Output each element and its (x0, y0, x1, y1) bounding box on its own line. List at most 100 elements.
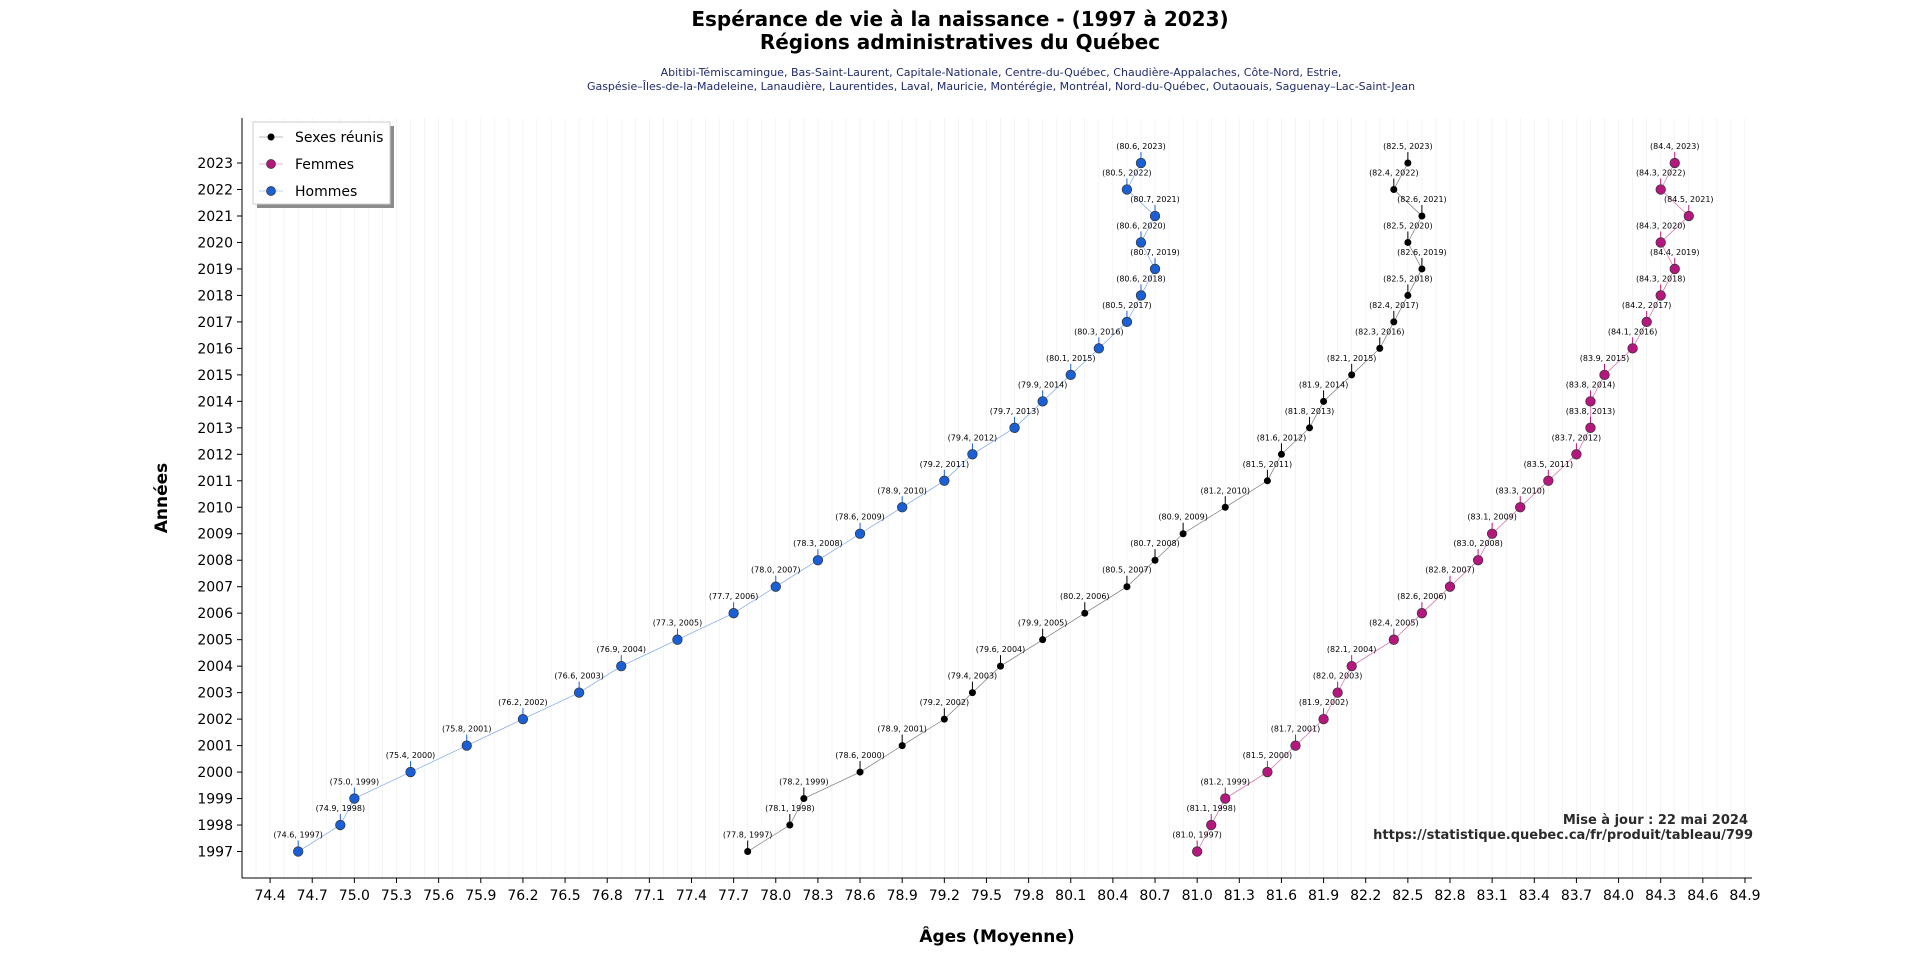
data-point (1135, 237, 1147, 248)
point-label: (75.4, 2000) (386, 751, 436, 760)
data-point (1149, 210, 1161, 222)
x-tick-label: 82.5 (1392, 888, 1423, 904)
data-point (1037, 396, 1048, 407)
data-point (1009, 422, 1020, 433)
point-label: (74.6, 1997) (273, 831, 323, 840)
point-label: (81.5, 2000) (1243, 751, 1293, 760)
y-tick-label: 1997 (197, 845, 233, 861)
point-label: (79.4, 2003) (948, 672, 998, 681)
point-label: (76.6, 2003) (554, 672, 604, 681)
y-tick-label: 2002 (197, 712, 233, 728)
point-label: (78.2, 1999) (779, 778, 829, 787)
point-label: (79.2, 2002) (920, 698, 970, 707)
point-label: (83.5, 2011) (1524, 460, 1574, 469)
point-label: (81.2, 2010) (1201, 486, 1251, 495)
data-point (1655, 184, 1666, 195)
y-tick-label: 2008 (197, 553, 233, 569)
point-label: (84.3, 2022) (1636, 168, 1686, 177)
point-label: (81.2, 1999) (1201, 778, 1251, 787)
data-point (1346, 661, 1357, 672)
data-point (1404, 291, 1412, 299)
point-label: (84.3, 2018) (1636, 274, 1686, 283)
data-point (1179, 530, 1187, 538)
point-label: (82.6, 2006) (1397, 592, 1447, 601)
y-tick-label: 1999 (197, 792, 233, 808)
data-point (854, 528, 866, 539)
point-label: (83.9, 2015) (1580, 354, 1630, 363)
data-point (1390, 185, 1398, 193)
legend-label-hommes: Hommes (295, 184, 357, 200)
x-tick-label: 80.7 (1139, 888, 1170, 904)
data-point (1486, 528, 1498, 539)
y-tick-label: 2010 (197, 500, 233, 516)
data-point (1123, 583, 1131, 591)
point-label: (80.6, 2023) (1116, 142, 1166, 151)
data-point (616, 661, 627, 672)
y-tick-label: 2022 (197, 182, 233, 198)
legend-box (252, 121, 391, 205)
data-point (517, 713, 529, 725)
point-label: (76.2, 2002) (498, 698, 548, 707)
point-label: (83.7, 2012) (1552, 433, 1602, 442)
x-tick-label: 78.0 (760, 888, 791, 904)
point-label: (83.0, 2008) (1453, 539, 1503, 548)
x-tick-label: 74.4 (255, 888, 286, 904)
data-point (1655, 290, 1666, 301)
data-point (1416, 608, 1428, 619)
data-point (1220, 793, 1231, 804)
chart-title-line1: Espérance de vie à la naissance - (1997 … (691, 7, 1228, 31)
point-label: (79.2, 2011) (920, 460, 970, 469)
point-label: (82.5, 2020) (1383, 221, 1433, 230)
point-label: (81.7, 2001) (1271, 725, 1321, 734)
data-point (1683, 210, 1694, 222)
data-point (1388, 634, 1399, 645)
x-tick-label: 84.0 (1603, 888, 1634, 904)
data-point (1571, 449, 1582, 460)
x-tick-label: 84.6 (1687, 888, 1718, 904)
legend-item-sexes-reunis: Sexes réunis (259, 130, 383, 146)
y-tick-label: 1998 (197, 818, 233, 834)
series-1: (81.0, 1997) (81.1, 1998) (81.2, 1999) (81.… (1172, 142, 1714, 857)
data-point (1263, 477, 1271, 485)
y-tick-label: 2000 (197, 765, 233, 781)
data-point (997, 662, 1005, 670)
data-point (1669, 263, 1680, 275)
data-point (939, 475, 950, 486)
x-tick-label: 79.2 (929, 888, 960, 904)
point-label: (80.5, 2022) (1102, 168, 1152, 177)
data-point (573, 687, 585, 698)
y-tick-label: 2017 (197, 315, 233, 331)
data-point (1669, 157, 1680, 169)
data-point (1585, 396, 1596, 407)
y-tick-label: 2021 (197, 209, 233, 225)
point-label: (80.9, 2009) (1158, 513, 1208, 522)
point-label: (82.0, 2003) (1313, 672, 1363, 681)
data-point (1151, 556, 1159, 564)
x-tick-label: 77.7 (718, 888, 749, 904)
x-tick-label: 83.7 (1561, 888, 1592, 904)
data-point (1627, 343, 1638, 354)
point-label: (82.4, 2017) (1369, 301, 1419, 310)
data-point (1444, 581, 1456, 592)
data-point (1418, 265, 1426, 273)
point-label: (79.9, 2014) (1018, 380, 1068, 389)
y-tick-label: 2015 (197, 368, 233, 384)
y-axis-ticks: 1997 1998 1999 2000 2001 2002 2003 2004 2005 2006… (197, 156, 242, 861)
point-label: (82.1, 2015) (1327, 354, 1377, 363)
y-tick-label: 2020 (197, 235, 233, 251)
point-label: (80.6, 2020) (1116, 221, 1166, 230)
point-label: (82.1, 2004) (1327, 645, 1377, 654)
x-tick-label: 75.9 (465, 888, 496, 904)
data-point (1641, 316, 1652, 328)
point-label: (78.1, 1998) (765, 804, 815, 813)
point-label: (84.4, 2019) (1650, 248, 1700, 257)
point-label: (84.1, 2016) (1608, 327, 1658, 336)
point-label: (75.8, 2001) (442, 725, 492, 734)
data-point (898, 742, 906, 750)
point-label: (83.1, 2009) (1467, 513, 1517, 522)
x-tick-label: 81.0 (1182, 888, 1213, 904)
x-tick-label: 74.7 (297, 888, 328, 904)
point-label: (77.3, 2005) (653, 619, 703, 628)
data-point (1585, 422, 1596, 433)
y-tick-label: 2004 (197, 659, 233, 675)
